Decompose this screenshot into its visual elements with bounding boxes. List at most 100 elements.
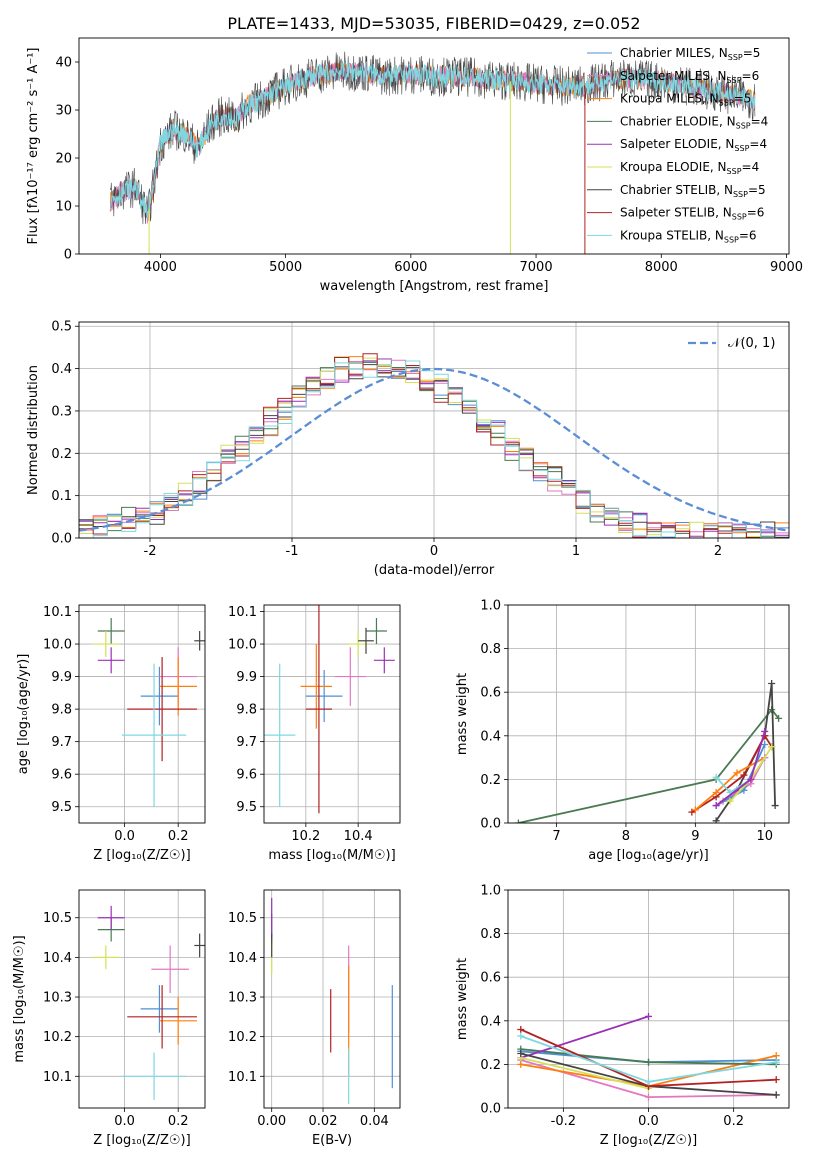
y-tick-label: 0.2 — [480, 1058, 501, 1073]
series-marker — [733, 769, 741, 777]
plot-area — [517, 1012, 780, 1101]
y-tick-label: 10.2 — [43, 1030, 72, 1045]
series-marker — [712, 802, 720, 810]
normal-curve — [79, 367, 789, 532]
series-marker — [712, 773, 720, 781]
plot-frame — [78, 321, 790, 539]
series-marker — [645, 1012, 652, 1020]
x-tick-label: 9 — [691, 829, 699, 844]
y-tick-label: 40 — [55, 56, 72, 71]
series-line — [518, 708, 780, 823]
x-tick-label: 0.02 — [309, 1114, 338, 1129]
y-tick-label: 10.0 — [228, 638, 257, 653]
x-axis-label: E(B-V) — [312, 1133, 352, 1148]
x-axis-label: Z [log₁₀(Z/Z☉)] — [600, 1133, 697, 1148]
y-tick-label: 10.0 — [43, 638, 72, 653]
y-tick-label: 0.8 — [480, 927, 501, 942]
y-tick-label: 10.1 — [43, 605, 72, 620]
y-tick-label: 0.5 — [51, 320, 72, 335]
plot-area — [271, 897, 393, 1105]
y-tick-label: 0.8 — [480, 642, 501, 657]
series-line — [520, 1015, 649, 1059]
y-tick-label: 0.4 — [480, 729, 501, 744]
plot-frame — [78, 889, 206, 1109]
plot-area — [92, 618, 205, 807]
y-tick-label: 0.0 — [480, 817, 501, 832]
series-marker — [772, 1076, 780, 1084]
x-tick-label: 0 — [430, 544, 438, 559]
x-tick-label: 0.0 — [638, 1114, 659, 1129]
y-tick-label: 9.9 — [51, 670, 72, 685]
series-line — [520, 1057, 649, 1090]
x-tick-label: 0.2 — [723, 1114, 744, 1129]
series-marker — [768, 679, 776, 687]
legend-label: Kroupa STELIB, NSSP=6 — [620, 228, 757, 244]
x-tick-label: -1 — [286, 544, 299, 559]
x-axis-label: wavelength [Angstrom, rest frame] — [320, 279, 549, 294]
series-marker — [517, 1060, 525, 1068]
x-tick-label: 10.4 — [344, 829, 373, 844]
series-line — [694, 756, 766, 811]
series-marker — [517, 1032, 525, 1040]
y-tick-label: 9.6 — [236, 768, 257, 783]
y-tick-label: 9.9 — [236, 670, 257, 685]
y-tick-label: 10.1 — [43, 1070, 72, 1085]
y-tick-label: 9.5 — [51, 800, 72, 815]
y-tick-label: 10.5 — [43, 911, 72, 926]
y-tick-label: 0.3 — [51, 404, 72, 419]
plot-area — [92, 905, 205, 1101]
legend-label: Chabrier STELIB, NSSP=5 — [620, 183, 766, 199]
x-tick-label: 9000 — [770, 260, 803, 275]
plot-area — [109, 51, 756, 254]
x-axis-label: age [log₁₀(age/yr)] — [588, 848, 709, 863]
y-tick-label: 1.0 — [480, 884, 501, 899]
x-tick-label: 8 — [622, 829, 630, 844]
y-tick-label: 30 — [55, 104, 72, 119]
x-tick-label: -2 — [144, 544, 157, 559]
y-tick-label: 10.1 — [228, 1070, 257, 1085]
y-tick-label: 10.3 — [43, 991, 72, 1006]
x-tick-label: 1 — [572, 544, 580, 559]
legend-label: Kroupa MILES, NSSP=5 — [620, 92, 751, 108]
y-tick-label: 9.8 — [236, 703, 257, 718]
x-tick-label: 0.2 — [168, 829, 189, 844]
y-tick-label: 10.3 — [228, 991, 257, 1006]
plot-frame — [78, 604, 206, 824]
series-marker — [771, 802, 779, 810]
y-axis-label: mass weight — [455, 673, 470, 755]
series-marker — [726, 797, 734, 805]
plot-frame — [263, 604, 401, 824]
y-tick-label: 0.6 — [480, 686, 501, 701]
x-tick-label: 7000 — [520, 260, 553, 275]
y-tick-label: 0 — [64, 248, 72, 263]
y-tick-label: 10.1 — [228, 605, 257, 620]
y-tick-label: 0.2 — [480, 773, 501, 788]
series-marker — [772, 1091, 780, 1099]
series-marker — [514, 819, 522, 823]
legend-label: Salpeter STELIB, NSSP=6 — [620, 206, 764, 222]
x-tick-label: -0.2 — [551, 1114, 576, 1129]
legend-label: Salpeter MILES, NSSP=6 — [620, 69, 759, 85]
y-tick-label: 20 — [55, 152, 72, 167]
y-tick-label: 9.5 — [236, 800, 257, 815]
series-marker — [645, 1058, 652, 1066]
x-tick-label: 0.0 — [114, 829, 135, 844]
series-marker — [772, 1058, 780, 1066]
y-axis-label: mass [log₁₀(M/M☉)] — [12, 935, 27, 1062]
plot-frame — [507, 604, 790, 824]
x-tick-label: 10 — [756, 829, 773, 844]
chart-title: PLATE=1433, MJD=53035, FIBERID=0429, z=0… — [227, 14, 640, 33]
y-axis-label: age [log₁₀(age/yr)] — [16, 654, 31, 775]
panel-mass_vs_ebv: 0.00 0.02 0.04 10.1 10.2 10.3 10.4 10.5 E(B-V) — [228, 889, 401, 1148]
x-axis-label: Z [log₁₀(Z/Z☉)] — [93, 1133, 190, 1148]
y-tick-label: 10.5 — [228, 911, 257, 926]
y-tick-label: 0.1 — [51, 489, 72, 504]
plot-area — [264, 605, 395, 814]
plot-area — [514, 679, 783, 823]
y-tick-label: 0.6 — [480, 971, 501, 986]
y-tick-label: 10.2 — [228, 1030, 257, 1045]
legend-label: Kroupa ELODIE, NSSP=4 — [620, 160, 759, 176]
y-axis-label: Flux [fλ10⁻¹⁷ erg cm⁻² s⁻¹ A⁻¹] — [26, 48, 41, 245]
x-tick-label: 0.0 — [114, 1114, 135, 1129]
x-axis-label: mass [log₁₀(M/M☉)] — [268, 848, 395, 863]
